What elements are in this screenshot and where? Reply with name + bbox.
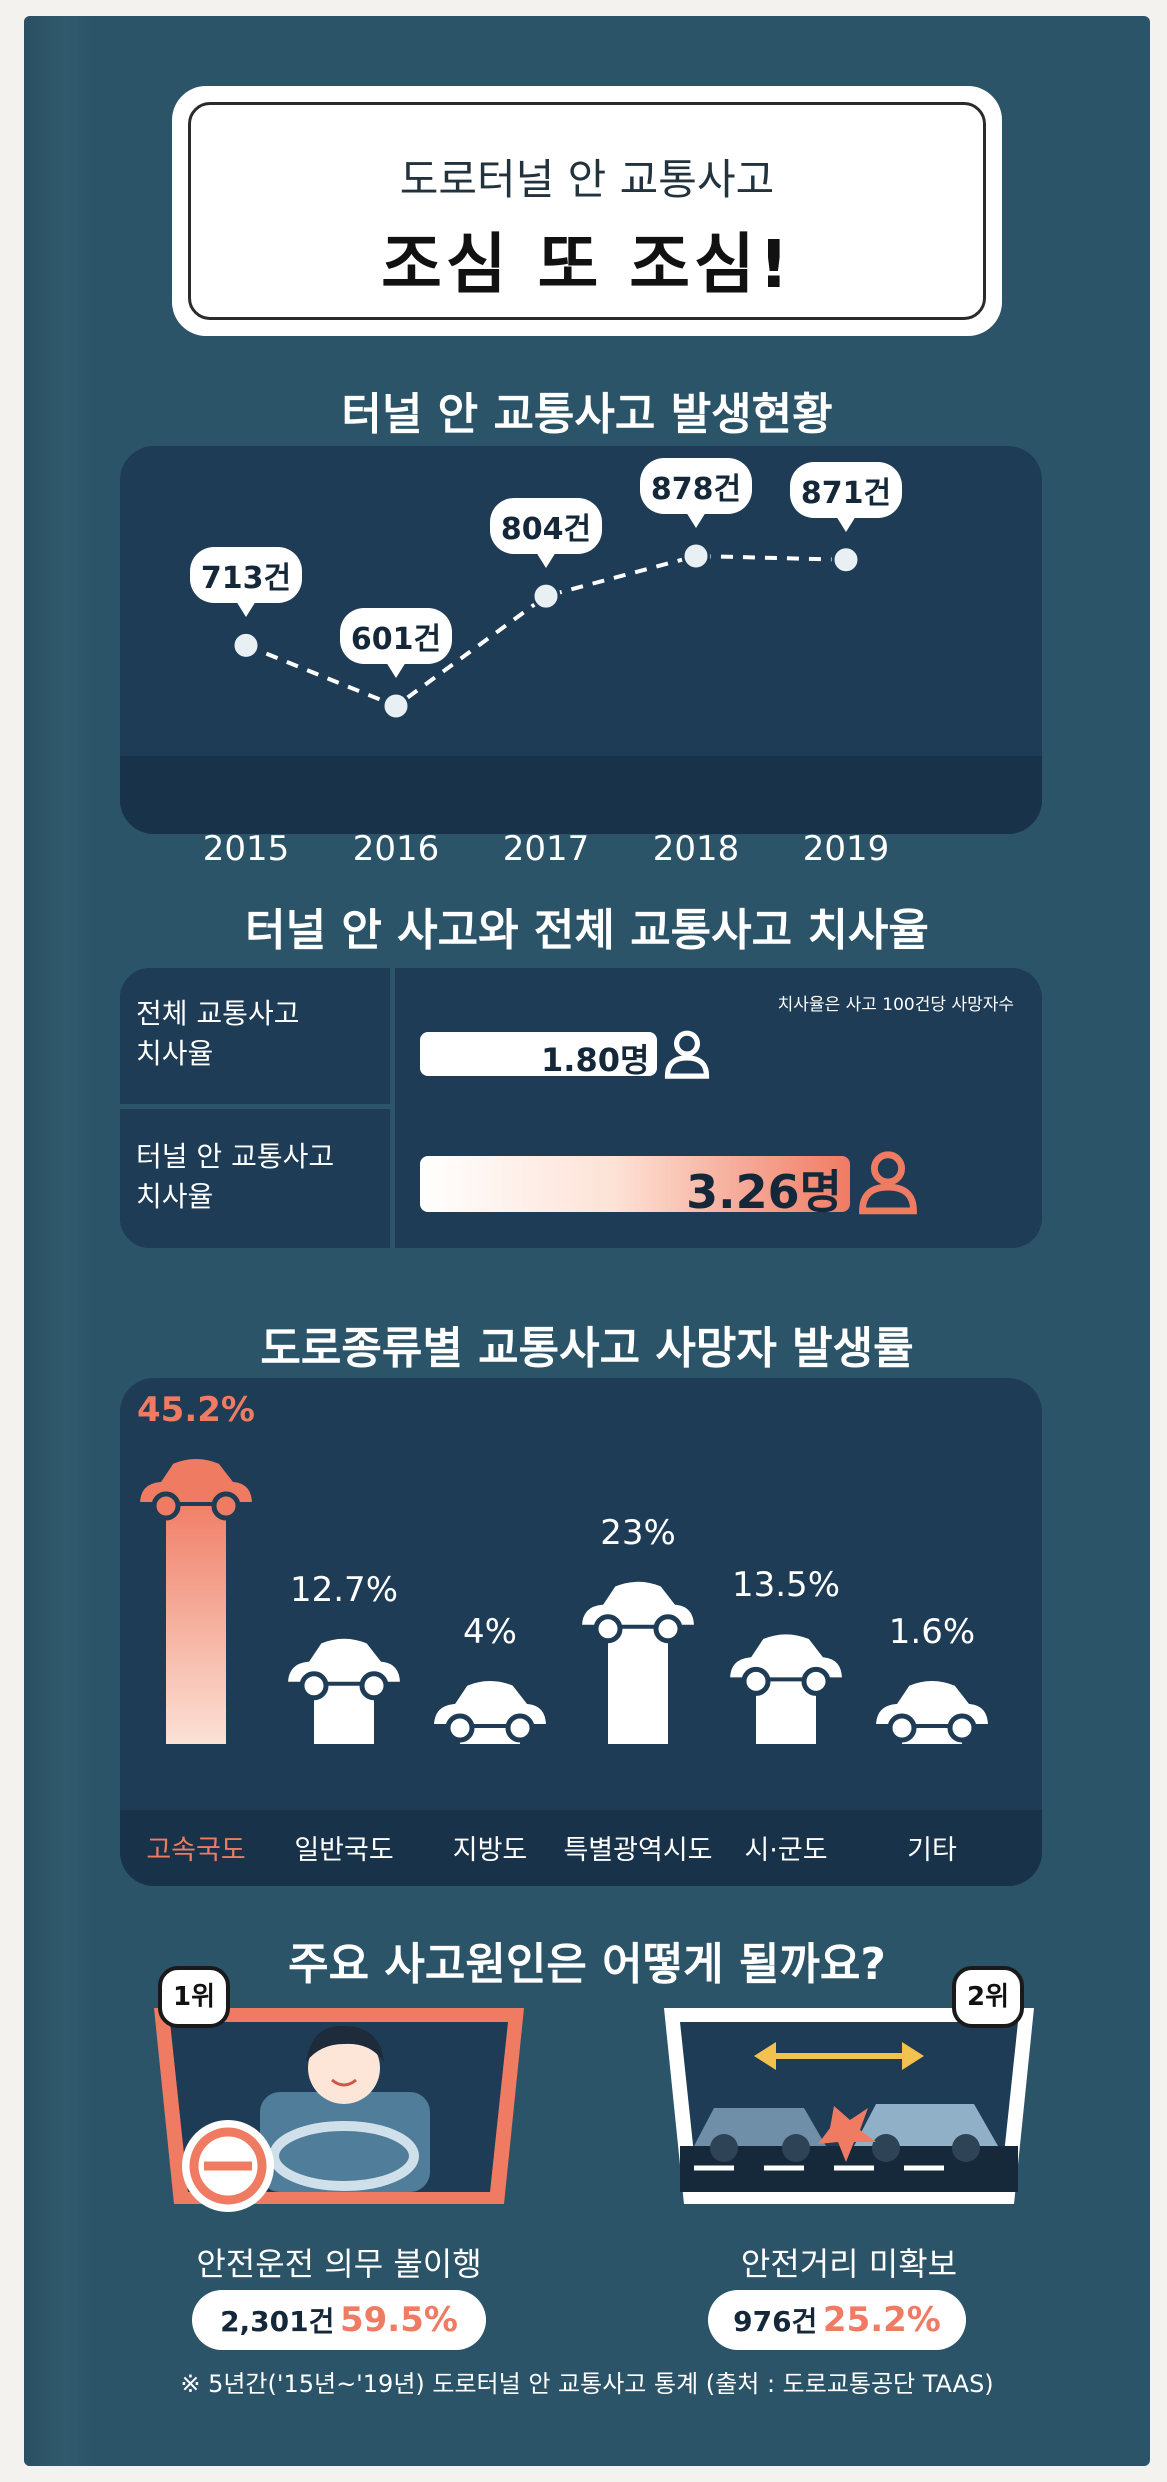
data-label-2016: 601건 — [340, 608, 452, 678]
car-icon-3 — [429, 1677, 551, 1743]
data-point-2017 — [531, 581, 561, 611]
section-title-road-type: 도로종류별 교통사고 사망자 발생률 — [260, 1323, 914, 1374]
cause-2-label: 안전거리 미확보 — [740, 2245, 958, 2283]
bar-chart-panel — [120, 1378, 1042, 1886]
data-point-2018 — [681, 541, 711, 571]
fatality-note: 치사율은 사고 100건당 사망자수 — [777, 995, 1014, 1015]
data-point-2015 — [231, 630, 261, 660]
footnote: ※ 5년간('15년~'19년) 도로터널 안 교통사고 통계 (출처 : 도로… — [180, 2370, 994, 2398]
fatality-label-1a: 전체 교통사고 — [136, 997, 300, 1030]
car-icon-2 — [283, 1634, 405, 1701]
fatality-bar-1 — [420, 1032, 658, 1076]
cause-2-illustration — [664, 2008, 1034, 2204]
data-point-2019 — [831, 545, 861, 575]
data-label-고속국도: 45.2% — [137, 1390, 255, 1430]
cause-2-stat: 976건 25.2% — [708, 2290, 966, 2350]
data-label-2018: 878건 — [640, 458, 752, 528]
x-tick-특별광역시도: 특별광역시도 — [563, 1835, 713, 1866]
cause-1-count: 2,301건 — [220, 2305, 335, 2338]
data-label-시·군도: 13.5% — [731, 1565, 840, 1606]
fatality-row-label-1: 전체 교통사고 치사율 — [120, 968, 395, 1109]
rank-badge-2: 2위 — [952, 1966, 1024, 2028]
x-tick-2015: 2015 — [202, 829, 290, 869]
car-icon-5 — [725, 1630, 847, 1696]
data-label-기타: 1.6% — [888, 1612, 976, 1652]
cause-1-label: 안전운전 의무 불이행 — [196, 2245, 482, 2283]
car-icon-6 — [871, 1677, 993, 1743]
x-tick-고속국도: 고속국도 — [146, 1835, 246, 1866]
cause-2-pct: 25.2% — [822, 2300, 941, 2340]
x-tick-2016: 2016 — [352, 829, 440, 869]
rank-badge-1: 1위 — [158, 1966, 230, 2028]
bar-고속국도 — [166, 1494, 226, 1744]
data-label-지방도: 4% — [463, 1612, 517, 1652]
x-tick-2017: 2017 — [502, 829, 590, 869]
fatality-value-2: 3.26명 — [686, 1165, 842, 1220]
data-point-2016 — [381, 691, 411, 721]
data-label-2015: 713건 — [190, 547, 302, 618]
fatality-label-1b: 치사율 — [136, 1037, 214, 1070]
cause-1-stat: 2,301건 59.5% — [192, 2290, 486, 2350]
section-title-accidents: 터널 안 교통사고 발생현황 — [341, 389, 833, 440]
x-tick-기타: 기타 — [907, 1835, 957, 1866]
bar-chart — [135, 1455, 993, 1744]
category-strip — [120, 1810, 1042, 1886]
section-title-causes: 주요 사고원인은 어떻게 될까요? — [288, 1939, 886, 1990]
data-label-일반국도: 12.7% — [289, 1569, 398, 1610]
fatality-label-2b: 치사율 — [136, 1180, 214, 1213]
fatality-bar-2 — [420, 1156, 850, 1212]
fatality-value-1: 1.80명 — [541, 1040, 650, 1079]
title-box: 도로터널 안 교통사고 조심 또 조심! — [172, 86, 1002, 336]
cause-2-count: 976건 — [733, 2305, 818, 2338]
person-icon-1 — [665, 1030, 710, 1079]
line-chart — [231, 541, 861, 721]
cause-1-illustration — [154, 2008, 524, 2212]
data-label-특별광역시도: 23% — [600, 1512, 676, 1553]
car-icon-4 — [577, 1577, 699, 1644]
series-line — [245, 553, 847, 709]
data-label-2017: 804건 — [490, 498, 602, 569]
x-tick-2018: 2018 — [652, 829, 740, 869]
cause-1-pct: 59.5% — [339, 2300, 458, 2340]
data-label-2019: 871건 — [790, 461, 902, 532]
year-strip — [120, 756, 1042, 834]
page-title: 조심 또 조심! — [381, 226, 793, 303]
car-icon-1 — [135, 1455, 257, 1521]
title-box-border — [188, 102, 986, 320]
person-icon-2 — [859, 1151, 917, 1215]
page-subtitle: 도로터널 안 교통사고 — [399, 155, 775, 204]
section-title-fatality: 터널 안 사고와 전체 교통사고 치사율 — [245, 905, 929, 956]
x-tick-시·군도: 시·군도 — [744, 1835, 828, 1866]
x-tick-2019: 2019 — [802, 829, 890, 869]
infographic-card: 도로터널 안 교통사고 조심 또 조심! 터널 안 교통사고 발생현황 713건… — [24, 16, 1150, 2466]
fatality-label-2a: 터널 안 교통사고 — [136, 1140, 335, 1173]
x-tick-일반국도: 일반국도 — [294, 1835, 394, 1866]
fatality-row-label-2: 터널 안 교통사고 치사율 — [120, 1109, 395, 1248]
x-tick-지방도: 지방도 — [452, 1835, 528, 1866]
